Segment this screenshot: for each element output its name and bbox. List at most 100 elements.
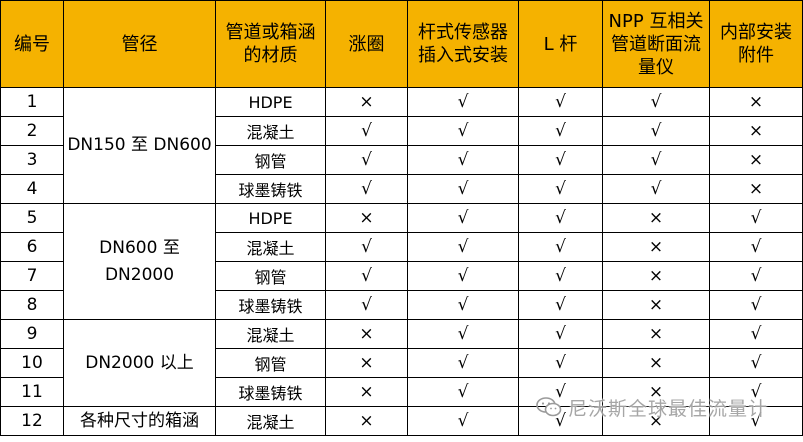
mark-expansion-ring: √: [325, 261, 408, 291]
diameter-cell: DN600 至 DN2000: [63, 203, 216, 320]
material-cell: 混凝土: [215, 406, 326, 436]
mark-npp-flowmeter: ×: [602, 290, 710, 320]
mark-npp-flowmeter: √: [602, 116, 710, 146]
mark-internal-accessories: √: [709, 319, 803, 349]
row-number: 6: [0, 232, 64, 262]
mark-npp-flowmeter: ×: [602, 261, 710, 291]
table-row: 5 DN600 至 DN2000 HDPE × √ √ × √: [0, 203, 803, 320]
row-number: 10: [0, 348, 64, 378]
table-row: 1 DN150 至 DN600 HDPE × √ √ √ ×: [0, 87, 803, 204]
material-cell: HDPE: [215, 203, 326, 233]
mark-expansion-ring: √: [325, 174, 408, 204]
row-number: 7: [0, 261, 64, 291]
row-number: 3: [0, 145, 64, 175]
mark-expansion-ring: ×: [325, 87, 408, 117]
mark-l-rod: √: [518, 377, 603, 407]
table-row: 11 球墨铸铁 × √ √ × √: [0, 377, 803, 407]
material-cell: 混凝土: [215, 232, 326, 262]
row-number: 8: [0, 290, 64, 320]
mark-npp-flowmeter: ×: [602, 406, 710, 436]
material-cell: 球墨铸铁: [215, 377, 326, 407]
mark-rod-sensor: √: [407, 290, 519, 320]
mark-npp-flowmeter: √: [602, 87, 710, 117]
material-cell: 球墨铸铁: [215, 290, 326, 320]
mark-rod-sensor: √: [407, 174, 519, 204]
mark-l-rod: √: [518, 87, 603, 117]
mark-expansion-ring: ×: [325, 406, 408, 436]
mark-l-rod: √: [518, 319, 603, 349]
diameter-cell: DN150 至 DN600: [63, 87, 216, 204]
mark-l-rod: √: [518, 203, 603, 233]
mark-rod-sensor: √: [407, 319, 519, 349]
mark-l-rod: √: [518, 116, 603, 146]
mark-internal-accessories: ×: [709, 174, 803, 204]
table-row: 2 混凝土 √ √ √ √ ×: [0, 116, 803, 146]
mark-npp-flowmeter: √: [602, 145, 710, 175]
mark-l-rod: √: [518, 348, 603, 378]
mark-l-rod: √: [518, 261, 603, 291]
mark-l-rod: √: [518, 145, 603, 175]
material-cell: 钢管: [215, 261, 326, 291]
material-cell: 混凝土: [215, 116, 326, 146]
header-rod-sensor: 杆式传感器插入式安装: [407, 0, 519, 88]
mark-rod-sensor: √: [407, 116, 519, 146]
table-row: 6 混凝土 √ √ √ × √: [0, 232, 803, 262]
mark-l-rod: √: [518, 290, 603, 320]
header-material: 管道或箱涵的材质: [215, 0, 326, 88]
material-cell: 钢管: [215, 145, 326, 175]
header-expansion-ring: 涨圈: [325, 0, 408, 88]
row-number: 12: [0, 406, 64, 436]
mark-rod-sensor: √: [407, 261, 519, 291]
mark-rod-sensor: √: [407, 377, 519, 407]
mark-npp-flowmeter: ×: [602, 203, 710, 233]
mark-rod-sensor: √: [407, 232, 519, 262]
mark-expansion-ring: √: [325, 290, 408, 320]
table-row: 9 DN2000 以上 混凝土 × √ √ × √: [0, 319, 803, 407]
mark-npp-flowmeter: ×: [602, 232, 710, 262]
table-row: 10 钢管 × √ √ × √: [0, 348, 803, 378]
row-number: 2: [0, 116, 64, 146]
row-number: 11: [0, 377, 64, 407]
table-row: 4 球墨铸铁 √ √ √ √ ×: [0, 174, 803, 204]
header-npp-flowmeter: NPP 互相关管道断面流量仪: [602, 0, 710, 88]
mark-internal-accessories: √: [709, 203, 803, 233]
mark-expansion-ring: ×: [325, 203, 408, 233]
header-row: 编号 管径 管道或箱涵的材质 涨圈 杆式传感器插入式安装 L 杆 NPP 互相关…: [0, 0, 803, 88]
mark-l-rod: √: [518, 174, 603, 204]
mark-expansion-ring: √: [325, 145, 408, 175]
mark-npp-flowmeter: √: [602, 174, 710, 204]
mark-l-rod: √: [518, 406, 603, 436]
table-body: 1 DN150 至 DN600 HDPE × √ √ √ × 2 混凝土 √ √ √ √ × 3 钢管 √ √ √ √ ×…: [0, 87, 803, 436]
mark-expansion-ring: ×: [325, 348, 408, 378]
mark-rod-sensor: √: [407, 348, 519, 378]
mark-rod-sensor: √: [407, 145, 519, 175]
diameter-cell: DN2000 以上: [63, 319, 216, 407]
mark-rod-sensor: √: [407, 87, 519, 117]
mark-npp-flowmeter: ×: [602, 377, 710, 407]
mark-internal-accessories: √: [709, 377, 803, 407]
header-internal-accessories: 内部安装附件: [709, 0, 803, 88]
material-cell: 混凝土: [215, 319, 326, 349]
mark-internal-accessories: √: [709, 348, 803, 378]
header-number: 编号: [0, 0, 64, 88]
mark-internal-accessories: √: [709, 290, 803, 320]
header-diameter: 管径: [63, 0, 216, 88]
row-number: 9: [0, 319, 64, 349]
mark-l-rod: √: [518, 232, 603, 262]
mark-internal-accessories: ×: [709, 116, 803, 146]
row-number: 1: [0, 87, 64, 117]
mark-internal-accessories: √: [709, 232, 803, 262]
mark-internal-accessories: ×: [709, 145, 803, 175]
table-row: 12 各种尺寸的箱涵 混凝土 × √ √ × √: [0, 406, 803, 436]
material-cell: HDPE: [215, 87, 326, 117]
diameter-cell: 各种尺寸的箱涵: [63, 406, 216, 436]
material-cell: 球墨铸铁: [215, 174, 326, 204]
mark-expansion-ring: √: [325, 116, 408, 146]
mark-internal-accessories: √: [709, 406, 803, 436]
header-l-rod: L 杆: [518, 0, 603, 88]
mark-expansion-ring: ×: [325, 319, 408, 349]
material-cell: 钢管: [215, 348, 326, 378]
mark-npp-flowmeter: ×: [602, 319, 710, 349]
mark-internal-accessories: ×: [709, 87, 803, 117]
